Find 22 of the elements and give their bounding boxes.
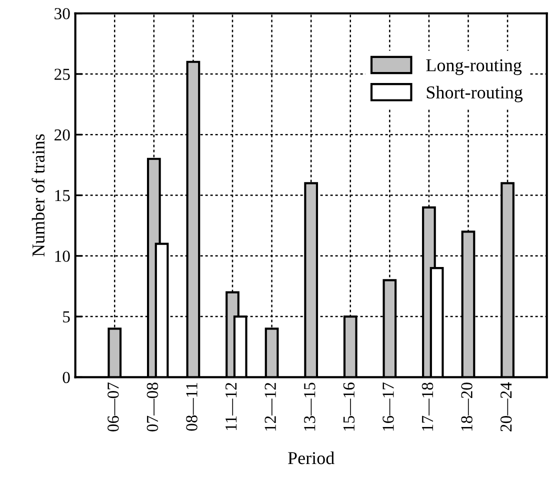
x-tick-label: 15—16 (343, 382, 355, 431)
x-tick-label: 13—15 (304, 382, 316, 431)
y-axis-title: Number of trains (32, 134, 45, 256)
x-tick-label: 07—08 (146, 382, 158, 432)
legend-label: Long-routing (426, 59, 522, 76)
y-tick-label: 10 (55, 250, 70, 262)
x-tick-label: 20—24 (500, 382, 512, 432)
x-tick-label: 11—12 (225, 382, 237, 430)
x-tick-label: 16—17 (382, 382, 394, 431)
legend-label: Short-routing (426, 86, 523, 102)
x-tick-label: 12—12 (264, 382, 276, 431)
y-tick-label: 25 (54, 68, 70, 80)
y-tick-label: 30 (54, 8, 70, 20)
y-tick-label: 5 (63, 311, 70, 322)
y-tick-label: 15 (55, 190, 70, 202)
x-tick-label: 06—07 (108, 382, 119, 432)
x-tick-label: 18—20 (461, 382, 472, 431)
y-tick-label: 0 (62, 372, 70, 384)
x-tick-label: 17—18 (422, 382, 434, 431)
x-axis-title: Period (288, 451, 334, 464)
x-tick-label: 08—11 (186, 383, 198, 431)
y-tick-label: 20 (54, 129, 70, 141)
